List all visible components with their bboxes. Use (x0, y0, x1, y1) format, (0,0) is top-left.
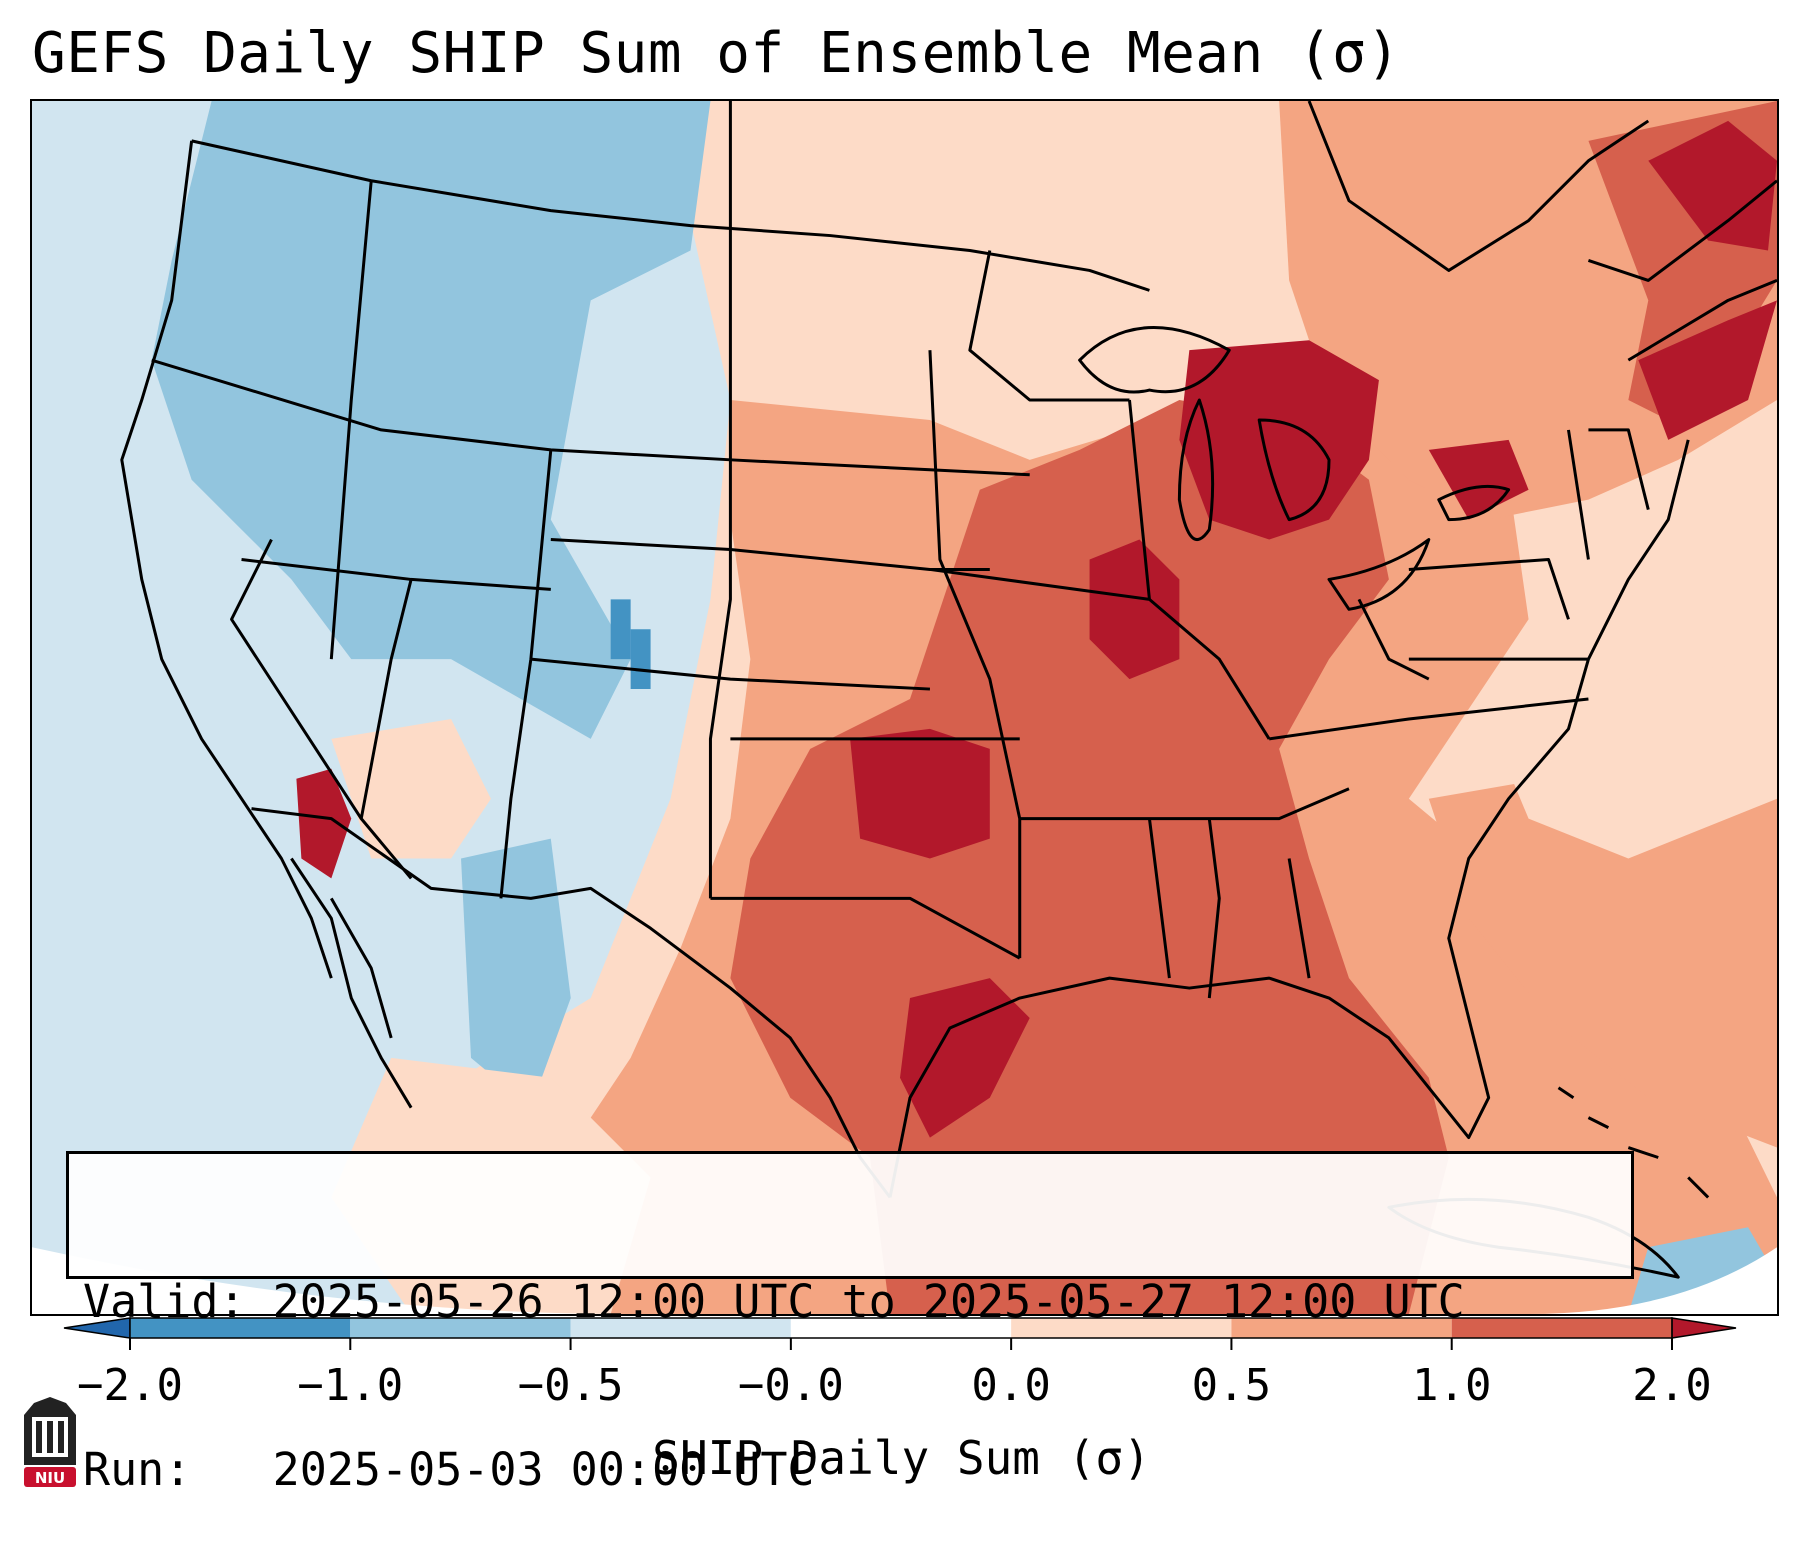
colorbar-tick-label: −0.5 (518, 1360, 624, 1411)
colorbar-extend-high (1671, 1317, 1737, 1339)
colorbar-segment (130, 1318, 351, 1338)
colorbar-segment (1011, 1318, 1232, 1338)
logo-text: NIU (35, 1469, 65, 1487)
colorbar-tick-label: 0.0 (971, 1360, 1050, 1411)
colorbar-ticks: −2.0 −1.0 −0.5 −0.0 0.0 0.5 1.0 2.0 (77, 1338, 1712, 1411)
colorbar-blocks (63, 1317, 1737, 1339)
valid-run-info-box: Valid: 2025-05-26 12:00 UTC to 2025-05-2… (66, 1151, 1634, 1496)
map-panel (30, 99, 1779, 1316)
colorbar-tick-label: 1.0 (1412, 1360, 1491, 1411)
colorbar-tick-label: −1.0 (297, 1360, 403, 1411)
niu-logo: NIU (24, 1397, 76, 1487)
colorbar-tick-label: −2.0 (77, 1360, 183, 1411)
run-label: Run: (83, 1443, 192, 1496)
run-value: 2025-05-03 00:00 UTC (272, 1443, 815, 1496)
colorbar-extend-low (63, 1317, 131, 1339)
colorbar-segment (570, 1318, 791, 1338)
anomaly-shading (32, 101, 1777, 1314)
colorbar-tick-label: 2.0 (1632, 1360, 1711, 1411)
colorbar-segment (350, 1318, 571, 1338)
shaded-map (32, 101, 1777, 1314)
colorbar-outline (129, 1317, 1673, 1339)
colorbar-tick-label: −0.0 (738, 1360, 844, 1411)
projection-edge (32, 1247, 631, 1314)
run-line: Run: 2025-05-03 00:00 UTC (83, 1442, 1617, 1498)
colorbar: −2.0 −1.0 −0.5 −0.0 0.0 0.5 1.0 2.0 (63, 1317, 1737, 1411)
colorbar-segment (790, 1318, 1012, 1338)
map-title: GEFS Daily SHIP Sum of Ensemble Mean (σ) (32, 21, 1401, 86)
colorbar-segment (1231, 1318, 1452, 1338)
colorbar-label: SHIP Daily Sum (σ) (652, 1431, 1151, 1485)
colorbar-segment (1451, 1318, 1672, 1338)
projection-edge-right (1528, 1247, 1777, 1314)
boundaries (120, 101, 1777, 1279)
colorbar-tick-label: 0.5 (1192, 1360, 1271, 1411)
